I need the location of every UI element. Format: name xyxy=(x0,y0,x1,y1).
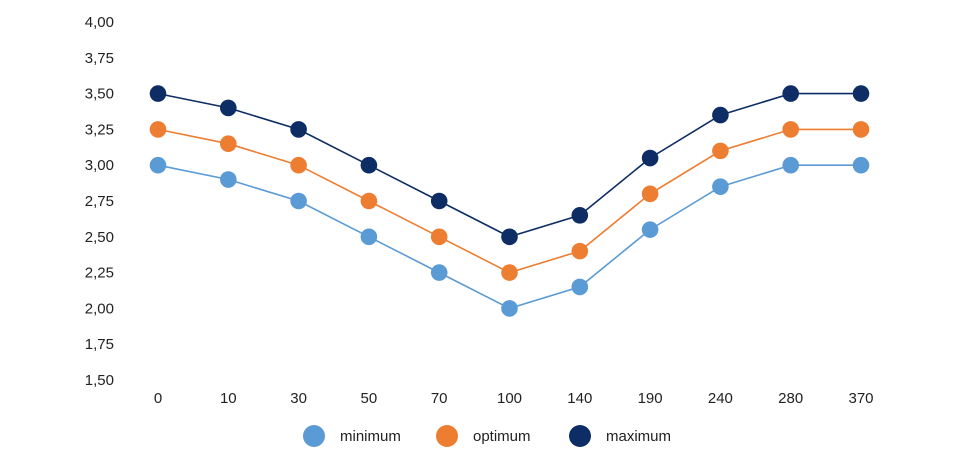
legend-marker xyxy=(436,425,458,447)
data-point-maximum xyxy=(712,106,729,124)
data-point-optimum xyxy=(571,242,589,260)
data-point-maximum xyxy=(290,121,307,138)
data-point-optimum xyxy=(360,192,378,210)
data-point-optimum xyxy=(782,121,799,138)
data-point-minimum xyxy=(782,156,799,174)
data-point-minimum xyxy=(360,228,378,246)
data-point-maximum xyxy=(501,228,518,246)
data-point-minimum xyxy=(430,264,448,281)
data-point-maximum xyxy=(641,149,659,167)
x-tick-label: 10 xyxy=(220,390,237,407)
y-tick-label: 2,25 xyxy=(85,265,114,282)
legend: minimum optimum maximum xyxy=(303,425,671,447)
data-point-optimum xyxy=(501,264,518,281)
x-tick-label: 30 xyxy=(290,390,307,407)
data-point-maximum xyxy=(360,156,378,174)
y-tick-label: 3,50 xyxy=(85,86,114,103)
data-point-optimum xyxy=(712,142,729,160)
x-tick-label: 240 xyxy=(708,390,733,407)
data-point-minimum xyxy=(149,156,167,174)
series-minimum xyxy=(149,156,870,317)
data-point-optimum xyxy=(290,156,307,174)
data-point-minimum xyxy=(290,192,307,210)
data-point-minimum xyxy=(501,300,518,317)
series-line-optimum xyxy=(157,128,861,274)
y-tick-label: 1,75 xyxy=(85,336,114,353)
data-point-minimum xyxy=(852,156,870,174)
data-point-optimum xyxy=(641,185,659,203)
data-point-maximum xyxy=(782,85,799,102)
data-point-optimum xyxy=(220,135,237,153)
data-point-maximum xyxy=(852,85,870,102)
legend-label: maximum xyxy=(606,428,671,445)
legend-item-minimum: minimum xyxy=(303,425,401,447)
legend-label: optimum xyxy=(473,428,531,445)
x-axis-ticks: 0 10 30 50 70 100 140 190 240 280 370 xyxy=(154,390,874,407)
series-line-maximum xyxy=(157,92,861,238)
data-point-minimum xyxy=(641,221,659,238)
y-tick-label: 2,00 xyxy=(85,300,114,317)
y-tick-label: 3,00 xyxy=(85,157,114,174)
legend-item-maximum: maximum xyxy=(569,425,671,447)
y-tick-label: 4,00 xyxy=(85,14,114,31)
data-point-minimum xyxy=(712,178,729,195)
legend-label: minimum xyxy=(340,428,401,445)
legend-marker xyxy=(569,425,591,447)
data-point-minimum xyxy=(220,171,237,188)
y-tick-label: 1,50 xyxy=(85,372,114,389)
data-point-optimum xyxy=(852,121,870,138)
x-tick-label: 70 xyxy=(431,390,448,407)
series-optimum xyxy=(149,121,870,281)
x-tick-label: 280 xyxy=(778,390,803,407)
y-axis-ticks: 4,00 3,75 3,50 3,25 3,00 2,75 2,50 2,25 2,00 1,75… xyxy=(85,14,114,389)
x-tick-label: 190 xyxy=(638,390,663,407)
y-tick-label: 3,25 xyxy=(85,121,114,138)
legend-marker xyxy=(303,425,325,447)
x-tick-label: 100 xyxy=(497,390,522,407)
data-point-maximum xyxy=(571,207,589,224)
y-tick-label: 3,75 xyxy=(85,50,114,67)
data-point-minimum xyxy=(571,278,589,296)
data-point-optimum xyxy=(430,228,448,246)
x-tick-label: 370 xyxy=(848,390,873,407)
y-tick-label: 2,50 xyxy=(85,229,114,246)
x-tick-label: 0 xyxy=(154,390,162,407)
data-point-maximum xyxy=(430,192,448,210)
series-maximum xyxy=(149,85,870,246)
data-point-optimum xyxy=(149,121,167,138)
data-point-maximum xyxy=(220,99,237,117)
legend-item-optimum: optimum xyxy=(436,425,531,447)
x-tick-label: 50 xyxy=(361,390,378,407)
x-tick-label: 140 xyxy=(567,390,592,407)
data-point-maximum xyxy=(149,85,167,102)
series-layer xyxy=(149,85,870,317)
y-tick-label: 2,75 xyxy=(85,193,114,210)
